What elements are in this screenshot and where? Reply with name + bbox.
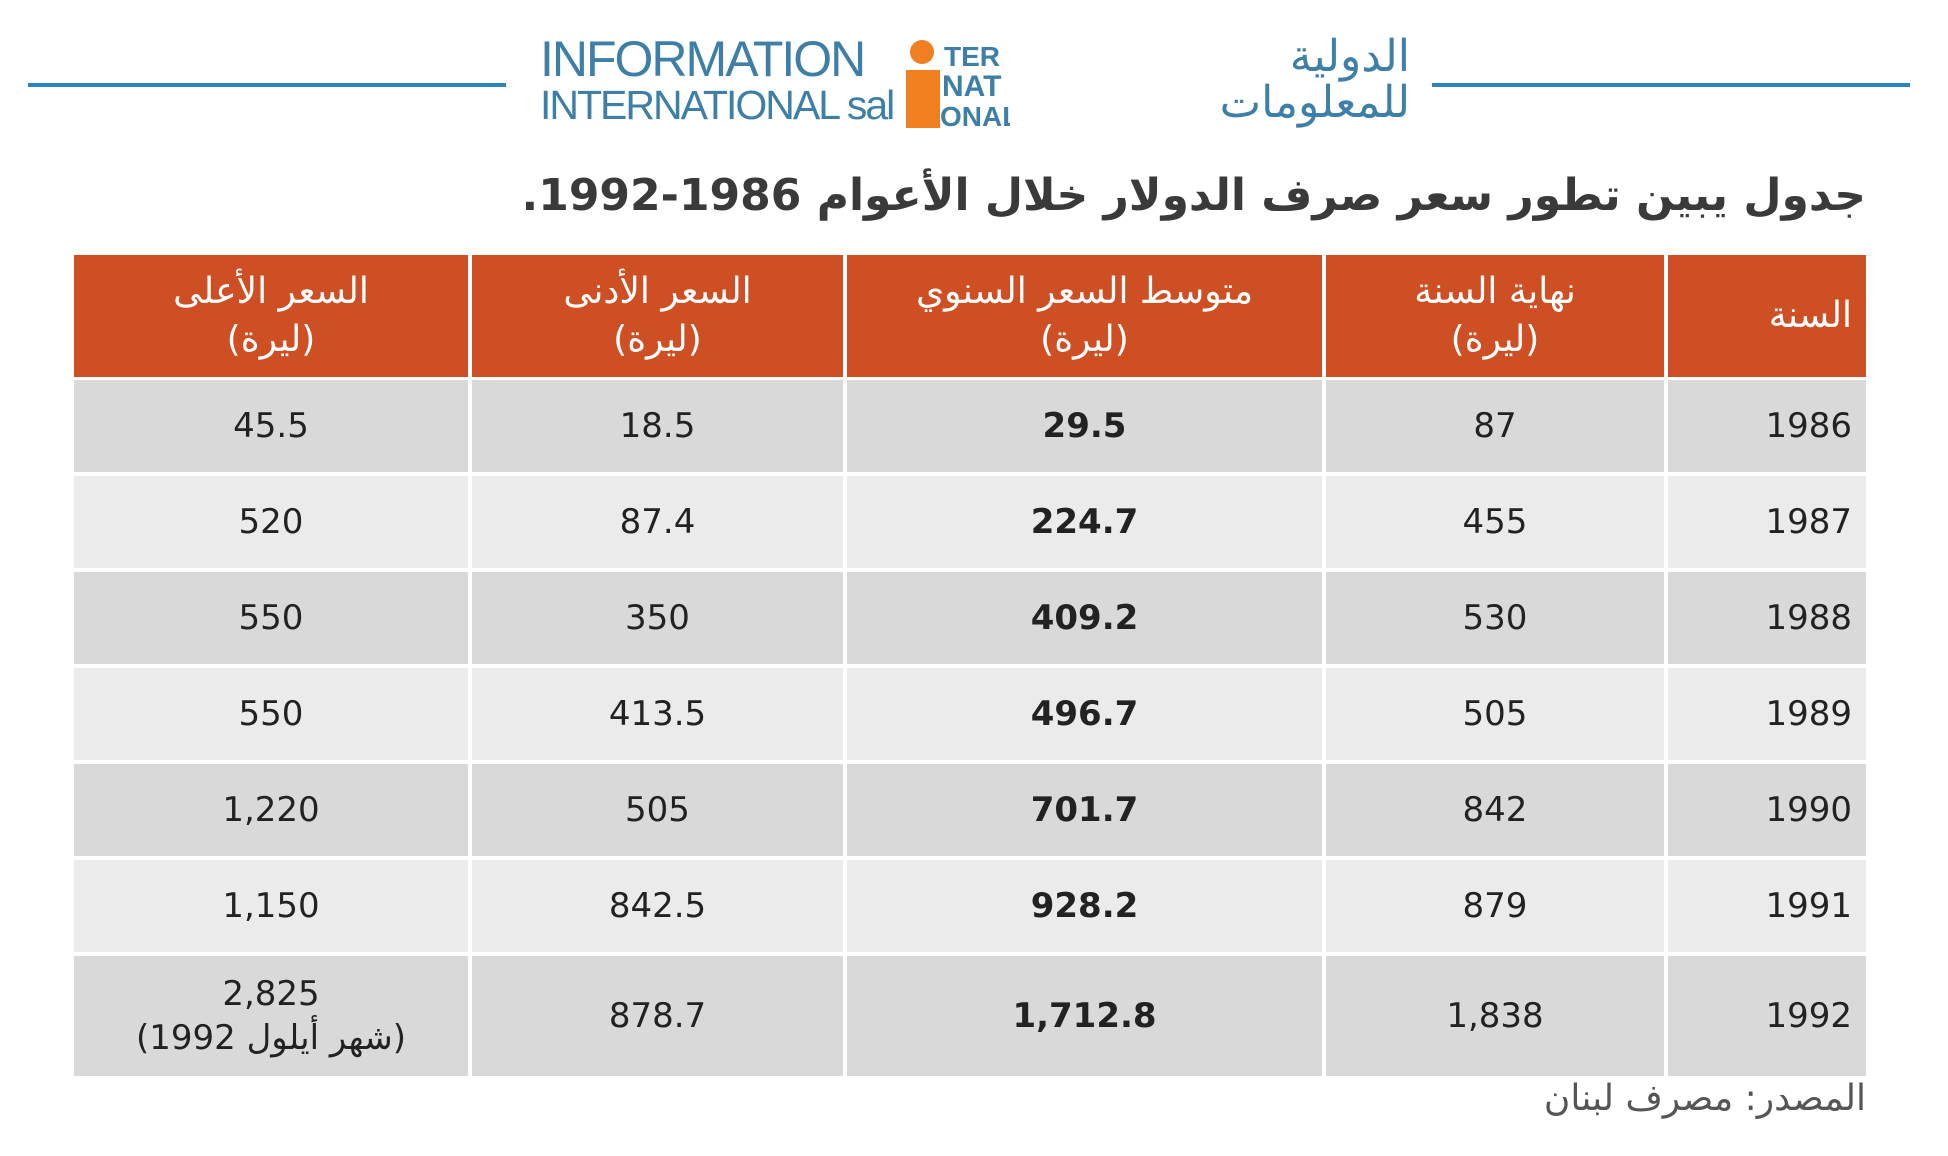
- cell-avg: 29.5: [843, 377, 1326, 476]
- logo-english: INFORMATION INTERNATIONAL sal: [540, 31, 895, 128]
- table-row: 1988 530 409.2 350 550: [70, 568, 1870, 668]
- table-row: 1989 505 496.7 413.5 550: [70, 664, 1870, 764]
- header-rule-right: [1432, 83, 1910, 87]
- cell-end: 87: [1322, 377, 1668, 476]
- page-title: جدول يبين تطور سعر صرف الدولار خلال الأع…: [521, 170, 1866, 221]
- cell-max: 550: [70, 664, 472, 764]
- cell-max: 1,150: [70, 856, 472, 956]
- svg-text:NAT: NAT: [942, 70, 1001, 103]
- cell-end: 879: [1322, 856, 1668, 956]
- cell-min: 87.4: [468, 472, 847, 572]
- cell-max: 45.5: [70, 377, 472, 476]
- cell-max: 1,220: [70, 760, 472, 860]
- logo-ar-line1: الدولية: [1289, 31, 1410, 82]
- information-international-logo: INFORMATION INTERNATIONAL sal TER NAT ON…: [540, 34, 1410, 134]
- svg-text:ONAL: ONAL: [940, 101, 1010, 130]
- max-note: (شهر أيلول 1992): [135, 1018, 407, 1058]
- table-row: 1990 842 701.7 505 1,220: [70, 760, 1870, 860]
- logo-ar-line2: للمعلومات: [1219, 77, 1410, 128]
- cell-end: 1,838: [1322, 952, 1668, 1080]
- cell-avg: 409.2: [843, 568, 1326, 668]
- exchange-rate-table: السنة نهاية السنة (ليرة) متوسط السعر السن…: [70, 255, 1870, 1080]
- cell-end: 530: [1322, 568, 1668, 668]
- table-row: 1992 1,838 1,712.8 878.7 2,825 (شهر أيلول 199…: [70, 952, 1870, 1080]
- cell-avg: 224.7: [843, 472, 1326, 572]
- table-row: 1991 879 928.2 842.5 1,150: [70, 856, 1870, 956]
- cell-end: 455: [1322, 472, 1668, 572]
- cell-year: 1992: [1664, 952, 1870, 1080]
- logo-arabic: الدولية للمعلومات: [1030, 34, 1410, 126]
- header-rule-left: [28, 83, 506, 87]
- table-header-row: السنة نهاية السنة (ليرة) متوسط السعر السن…: [70, 255, 1870, 379]
- cell-year: 1987: [1664, 472, 1870, 572]
- cell-min: 18.5: [468, 377, 847, 476]
- cell-year: 1990: [1664, 760, 1870, 860]
- cell-min: 505: [468, 760, 847, 860]
- cell-min: 350: [468, 568, 847, 668]
- logo-en-line1: INFORMATION: [540, 31, 866, 87]
- cell-avg: 1,712.8: [843, 952, 1326, 1080]
- logo-i-mark-icon: TER NAT ONAL: [906, 40, 1010, 130]
- cell-year: 1991: [1664, 856, 1870, 956]
- cell-year: 1988: [1664, 568, 1870, 668]
- header-year-end: نهاية السنة (ليرة): [1322, 255, 1668, 379]
- logo-en-line2: INTERNATIONAL sal: [540, 82, 895, 128]
- svg-text:TER: TER: [944, 41, 1000, 72]
- cell-year: 1989: [1664, 664, 1870, 764]
- table-row: 1986 87 29.5 18.5 45.5: [70, 377, 1870, 476]
- source-note: المصدر: مصرف لبنان: [1543, 1078, 1866, 1119]
- header-max: السعر الأعلى (ليرة): [70, 255, 472, 379]
- cell-min: 878.7: [468, 952, 847, 1080]
- cell-min: 842.5: [468, 856, 847, 956]
- header-average: متوسط السعر السنوي (ليرة): [843, 255, 1326, 379]
- cell-year: 1986: [1664, 377, 1870, 476]
- cell-max: 2,825 (شهر أيلول 1992): [70, 952, 472, 1080]
- cell-max: 520: [70, 472, 472, 572]
- header-year: السنة: [1664, 255, 1870, 379]
- table-row: 1987 455 224.7 87.4 520: [70, 472, 1870, 572]
- cell-avg: 701.7: [843, 760, 1326, 860]
- cell-end: 842: [1322, 760, 1668, 860]
- cell-min: 413.5: [468, 664, 847, 764]
- header-min: السعر الأدنى (ليرة): [468, 255, 847, 379]
- cell-avg: 496.7: [843, 664, 1326, 764]
- cell-max: 550: [70, 568, 472, 668]
- cell-end: 505: [1322, 664, 1668, 764]
- cell-avg: 928.2: [843, 856, 1326, 956]
